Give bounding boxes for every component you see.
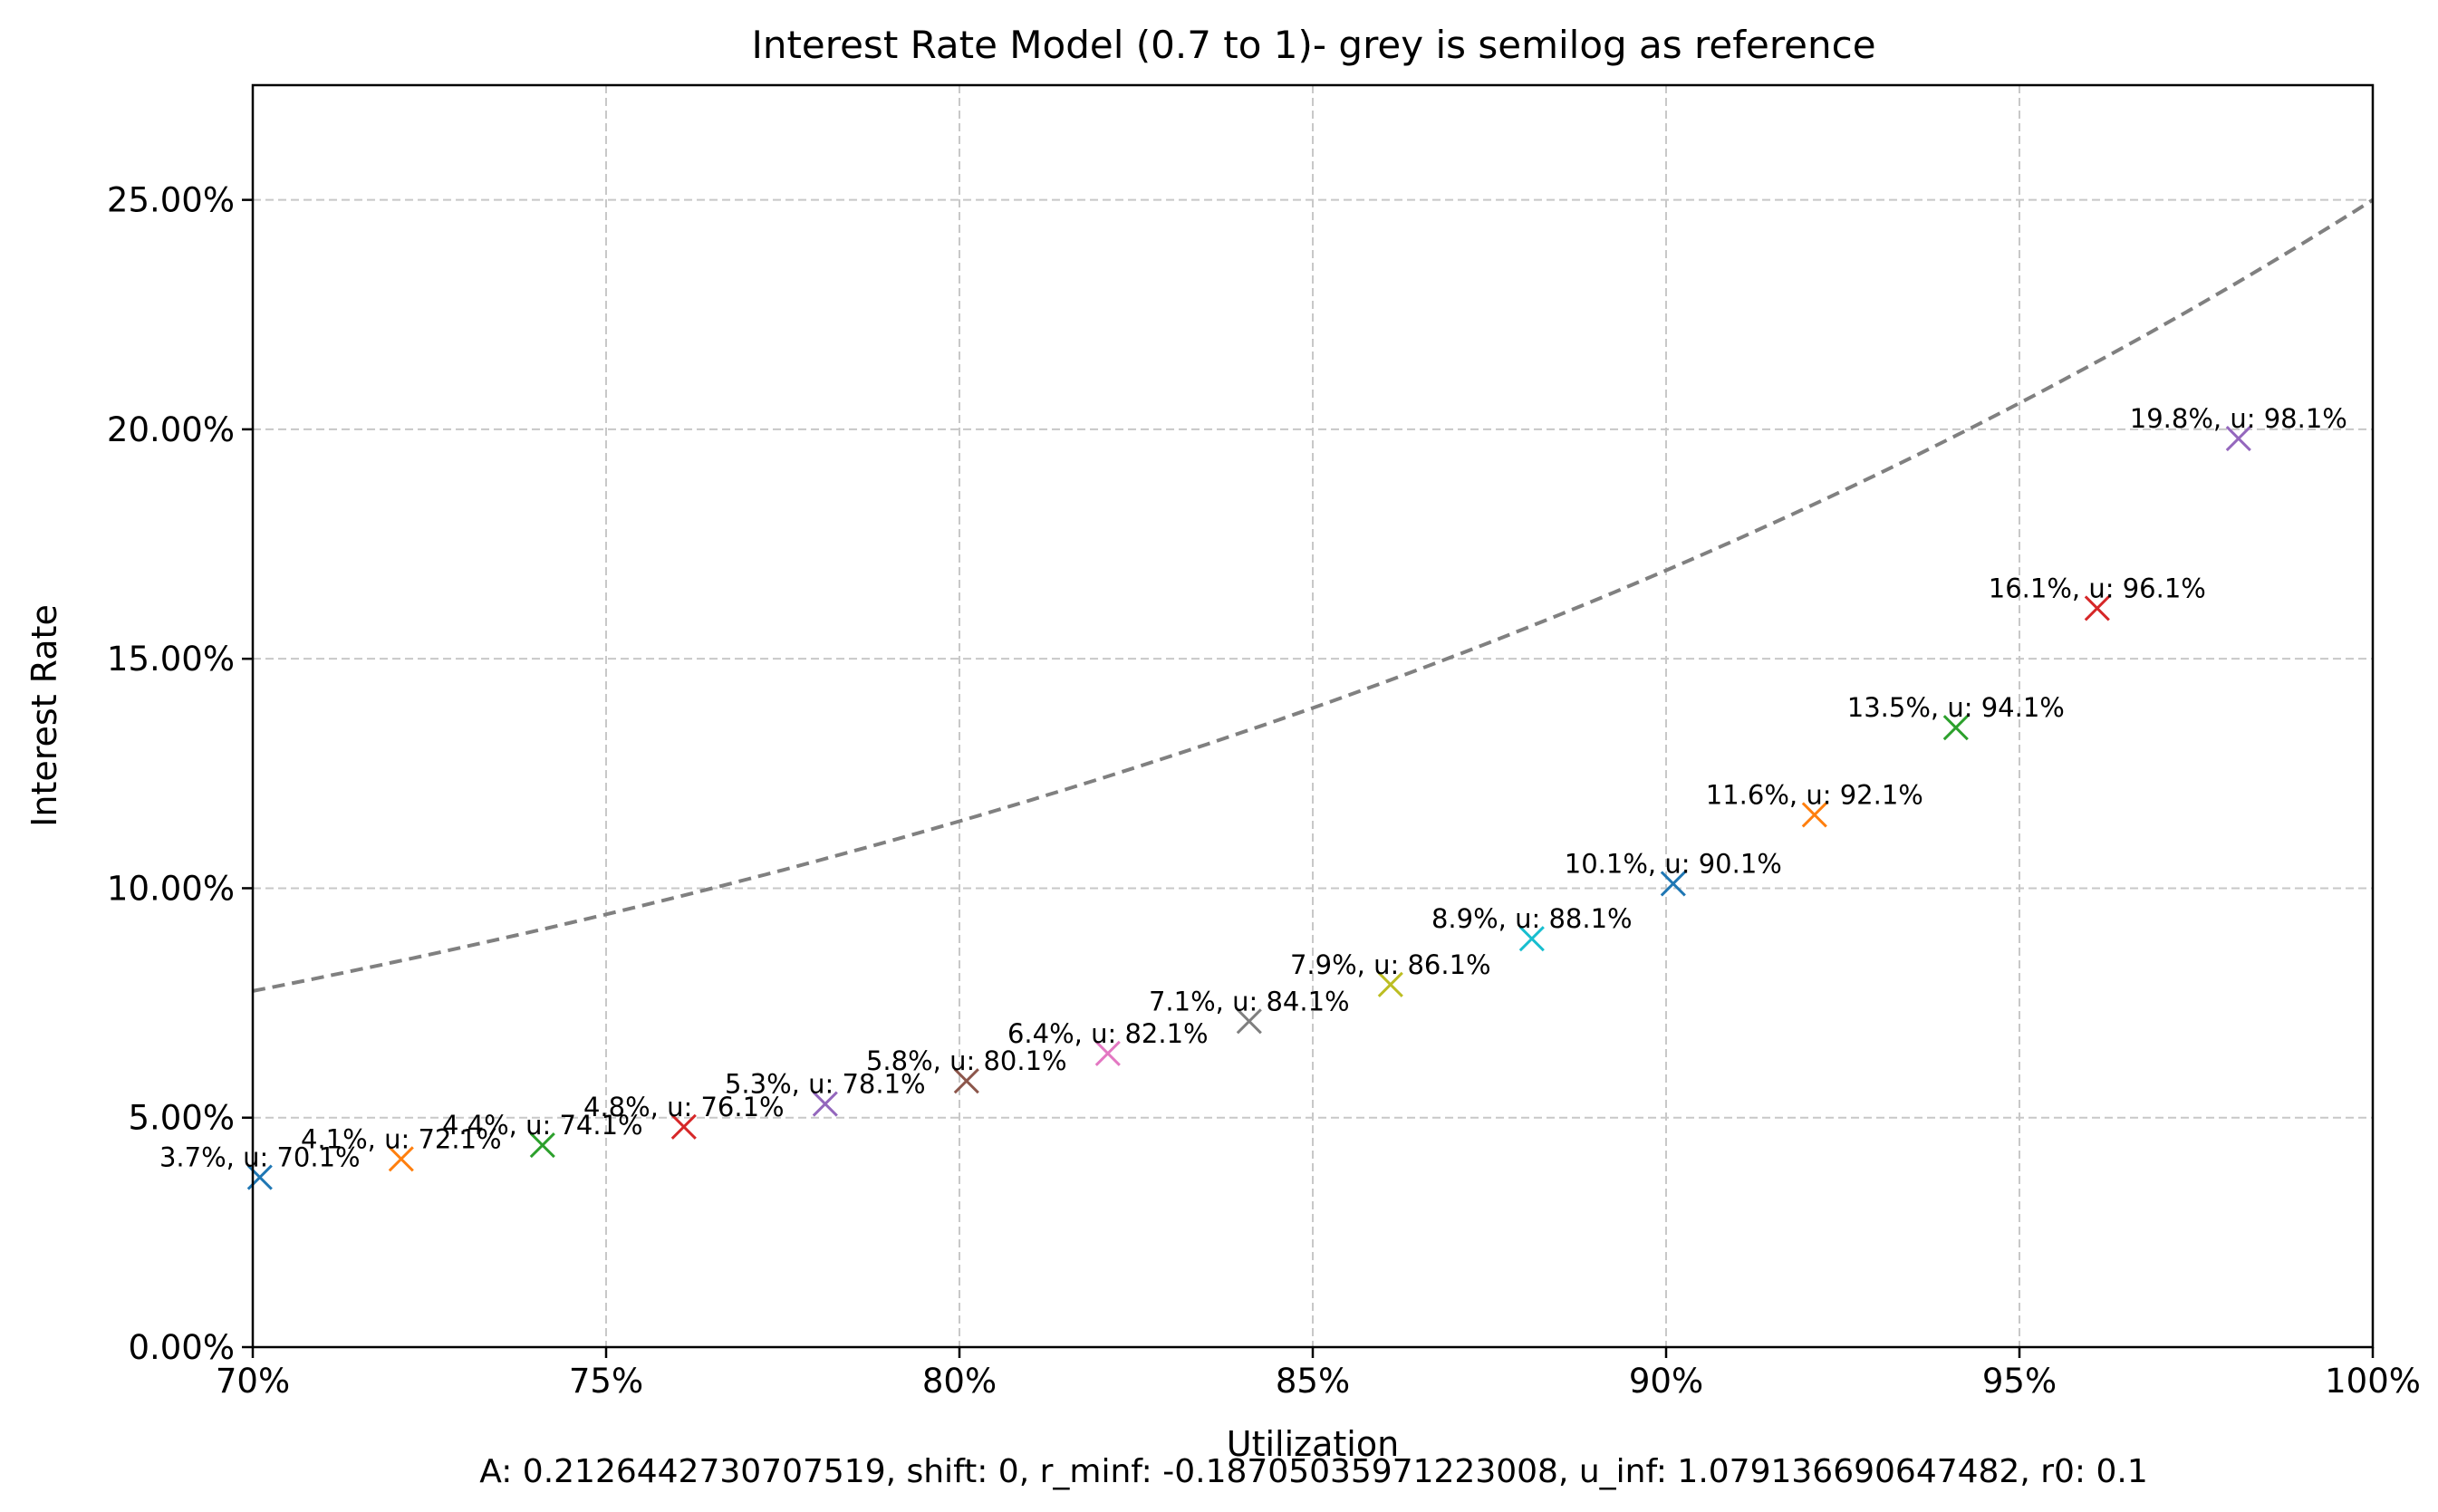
y-tick-label: 5.00% — [128, 1099, 235, 1138]
point-label: 5.8%, u: 80.1% — [866, 1045, 1067, 1076]
point-label: 11.6%, u: 92.1% — [1706, 779, 1923, 810]
ticks-layer: 70% 75% 80% 85% 90% 95% 100% 0.00% 5.00% 10.00% 15… — [107, 181, 2421, 1401]
point-marker — [670, 1113, 697, 1140]
point-marker — [1942, 715, 1969, 741]
x-tick-label: 75% — [569, 1362, 643, 1401]
y-axis-label: Interest Rate — [24, 604, 64, 827]
point-marker — [2225, 425, 2251, 452]
x-tick-label: 80% — [922, 1362, 997, 1401]
point-marker — [1094, 1040, 1121, 1066]
x-tick-label: 95% — [1982, 1362, 2057, 1401]
point-marker — [1660, 871, 1686, 897]
chart-title: Interest Rate Model (0.7 to 1)- grey is … — [751, 23, 1875, 67]
footer-parameters: A: 0.2126442730707519, shift: 0, r_minf:… — [479, 1453, 2148, 1490]
point-label: 10.1%, u: 90.1% — [1565, 848, 1782, 879]
point-label: 13.5%, u: 94.1% — [1847, 692, 2065, 723]
semilog-reference-line — [252, 197, 2375, 993]
point-marker — [1377, 971, 1403, 997]
point-label: 19.8%, u: 98.1% — [2130, 403, 2347, 434]
grid-layer — [253, 85, 2373, 1347]
y-tick-label: 10.00% — [107, 869, 235, 908]
y-tick-label: 0.00% — [128, 1328, 235, 1367]
point-label: 4.4%, u: 74.1% — [442, 1110, 643, 1141]
point-label: 4.1%, u: 72.1% — [301, 1123, 502, 1154]
points-layer — [246, 425, 2251, 1190]
point-marker — [953, 1068, 979, 1094]
point-marker — [1518, 926, 1545, 952]
x-tick-label: 85% — [1276, 1362, 1350, 1401]
point-marker — [1801, 802, 1827, 828]
point-labels-layer: 3.7%, u: 70.1%4.1%, u: 72.1%4.4%, u: 74.… — [159, 403, 2347, 1173]
y-tick-label: 20.00% — [107, 410, 235, 449]
point-label: 3.7%, u: 70.1% — [159, 1142, 361, 1173]
point-label: 7.9%, u: 86.1% — [1290, 949, 1491, 980]
point-marker — [388, 1146, 414, 1172]
x-tick-label: 90% — [1629, 1362, 1703, 1401]
x-axis-label: Utilization — [1227, 1424, 1399, 1464]
series-layer — [252, 197, 2375, 993]
point-label: 6.4%, u: 82.1% — [1007, 1018, 1209, 1049]
point-marker — [812, 1091, 838, 1117]
point-marker — [1236, 1008, 1262, 1035]
point-label: 7.1%, u: 84.1% — [1149, 986, 1350, 1016]
point-marker — [2084, 595, 2110, 621]
point-marker — [529, 1132, 555, 1159]
point-label: 4.8%, u: 76.1% — [583, 1092, 785, 1122]
point-label: 16.1%, u: 96.1% — [1989, 573, 2206, 603]
x-tick-label: 70% — [216, 1362, 290, 1401]
x-tick-label: 100% — [2325, 1362, 2421, 1401]
point-label: 8.9%, u: 88.1% — [1431, 903, 1633, 934]
y-tick-label: 25.00% — [107, 181, 235, 220]
y-tick-label: 15.00% — [107, 640, 235, 679]
point-label: 5.3%, u: 78.1% — [725, 1069, 926, 1100]
